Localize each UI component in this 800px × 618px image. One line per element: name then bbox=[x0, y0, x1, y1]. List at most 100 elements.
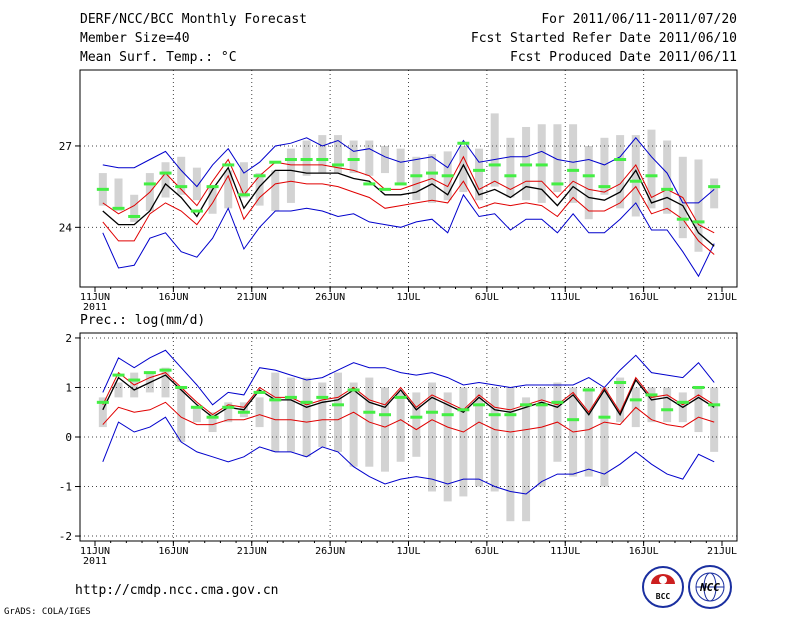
prec-green-marker bbox=[363, 410, 376, 414]
prec-red-upper-line bbox=[102, 371, 715, 416]
temp-spread-bar bbox=[177, 156, 186, 195]
temp-spread-bar bbox=[318, 135, 327, 174]
temp-spread-bar bbox=[380, 145, 389, 174]
temperature-panel: 11JUN 16JUN 21JUN 26JUN 1JUL 6JUL 11JUL 16JUL 21… bbox=[59, 69, 738, 313]
prec-spread-bar bbox=[584, 387, 593, 477]
temp-x-tick-label: 21JUL bbox=[707, 292, 737, 303]
prec-green-marker bbox=[284, 395, 297, 399]
header-start-date: Fcst Started Refer Date 2011/06/10 bbox=[471, 31, 737, 46]
temp-green-marker bbox=[206, 185, 219, 189]
temp-spread-bar bbox=[333, 135, 342, 174]
prec-green-marker bbox=[457, 408, 470, 412]
temp-x-year-label: 2011 bbox=[83, 302, 107, 313]
temp-spread-bar bbox=[584, 145, 593, 220]
prec-green-marker bbox=[676, 400, 689, 404]
prec-x-year-label: 2011 bbox=[83, 556, 107, 567]
grads-credit: GrADS: COLA/IGES bbox=[4, 607, 91, 617]
prec-green-marker bbox=[300, 400, 313, 404]
temp-green-marker bbox=[614, 158, 627, 162]
prec-spread-bar bbox=[224, 402, 233, 423]
temp-spread-bar bbox=[224, 170, 233, 209]
temp-spread-bar bbox=[490, 113, 499, 187]
temp-green-marker bbox=[708, 185, 721, 189]
temp-spread-bar bbox=[114, 178, 123, 212]
temp-x-tick-label: 11JUL bbox=[550, 292, 580, 303]
prec-green-marker bbox=[394, 395, 407, 399]
temp-spread-bar bbox=[192, 167, 201, 201]
prec-spread-bar bbox=[663, 387, 672, 423]
temp-green-marker bbox=[410, 174, 423, 178]
prec-spread-bar bbox=[443, 392, 452, 502]
temp-green-marker bbox=[551, 182, 564, 186]
temp-spread-bar bbox=[349, 140, 358, 174]
precipitation-panel: 11JUN 16JUN 21JUN 26JUN 1JUL 6JUL 11JUL 16JUL 21… bbox=[59, 332, 738, 567]
temp-y-tick-label: 27 bbox=[59, 140, 72, 153]
temp-x-tick-label: 26JUN bbox=[315, 292, 345, 303]
temp-x-tick-label: 6JUL bbox=[475, 292, 499, 303]
temp-green-marker bbox=[645, 174, 658, 178]
prec-blue-upper-line bbox=[102, 349, 715, 406]
bcc-logo: BCC bbox=[642, 566, 684, 608]
temp-spread-bar bbox=[396, 148, 405, 184]
temp-green-marker bbox=[347, 158, 360, 162]
temp-spread-bar bbox=[412, 156, 421, 201]
prec-y-tick-label: -2 bbox=[59, 530, 72, 543]
temp-spread-bar bbox=[255, 173, 264, 206]
prec-spread-bar bbox=[177, 387, 186, 442]
prec-x-tick-label: 16JUN bbox=[158, 546, 188, 557]
prec-spread-bar bbox=[616, 377, 625, 423]
prec-blue-lower-line bbox=[102, 416, 715, 495]
temp-green-marker bbox=[143, 182, 156, 186]
temp-green-marker bbox=[426, 171, 439, 175]
prec-green-marker bbox=[222, 405, 235, 409]
prec-green-marker bbox=[504, 413, 517, 417]
prec-green-marker bbox=[237, 410, 250, 414]
prec-spread-bar bbox=[98, 397, 107, 428]
temp-green-marker bbox=[520, 163, 533, 167]
prec-x-tick-label: 11JUL bbox=[550, 546, 580, 557]
prec-spread-bar bbox=[396, 392, 405, 462]
prec-green-marker bbox=[190, 405, 203, 409]
prec-spread-bar bbox=[255, 397, 264, 428]
temp-green-marker bbox=[269, 160, 282, 164]
prec-spread-bar bbox=[694, 387, 703, 433]
prec-spread-bar bbox=[192, 407, 201, 423]
temp-green-marker bbox=[253, 174, 266, 178]
header-produced-date: Fcst Produced Date 2011/06/11 bbox=[510, 50, 737, 65]
prec-spread-bar bbox=[161, 367, 170, 398]
prec-y-tick-label: 2 bbox=[65, 332, 72, 345]
temp-green-marker bbox=[284, 158, 297, 162]
header-variable: Mean Surf. Temp.: °C bbox=[80, 50, 237, 65]
precip-title: Prec.: log(mm/d) bbox=[80, 313, 205, 328]
prec-green-marker bbox=[473, 403, 486, 407]
temp-green-marker bbox=[582, 174, 595, 178]
ncc-logo: NCC bbox=[688, 565, 732, 609]
temp-spread-bar bbox=[286, 148, 295, 203]
temp-green-marker bbox=[300, 158, 313, 162]
temp-green-marker bbox=[190, 209, 203, 213]
prec-x-tick-label: 26JUN bbox=[315, 546, 345, 557]
temp-green-marker bbox=[175, 185, 188, 189]
temp-spread-bar bbox=[130, 194, 139, 222]
temp-green-marker bbox=[661, 187, 674, 191]
prec-y-tick-label: 1 bbox=[65, 381, 72, 394]
temp-blue-upper-line bbox=[102, 137, 715, 204]
prec-green-marker bbox=[629, 398, 642, 402]
prec-green-marker bbox=[316, 395, 329, 399]
prec-green-marker bbox=[269, 398, 282, 402]
prec-green-marker bbox=[175, 385, 188, 389]
temp-green-marker bbox=[473, 168, 486, 172]
temp-spread-bar bbox=[208, 186, 217, 214]
temp-spread-bar bbox=[631, 135, 640, 217]
prec-spread-bar bbox=[380, 387, 389, 472]
prec-green-marker bbox=[692, 385, 705, 389]
temp-spread-bar bbox=[647, 129, 656, 209]
temp-green-marker bbox=[96, 187, 109, 191]
temp-green-marker bbox=[112, 206, 125, 210]
bcc-logo-text: BCC bbox=[656, 592, 671, 601]
footer-url[interactable]: http://cmdp.ncc.cma.gov.cn bbox=[75, 583, 279, 598]
temp-green-marker bbox=[378, 187, 391, 191]
ncc-logo-text: NCC bbox=[699, 581, 720, 594]
temp-green-marker bbox=[629, 179, 642, 183]
